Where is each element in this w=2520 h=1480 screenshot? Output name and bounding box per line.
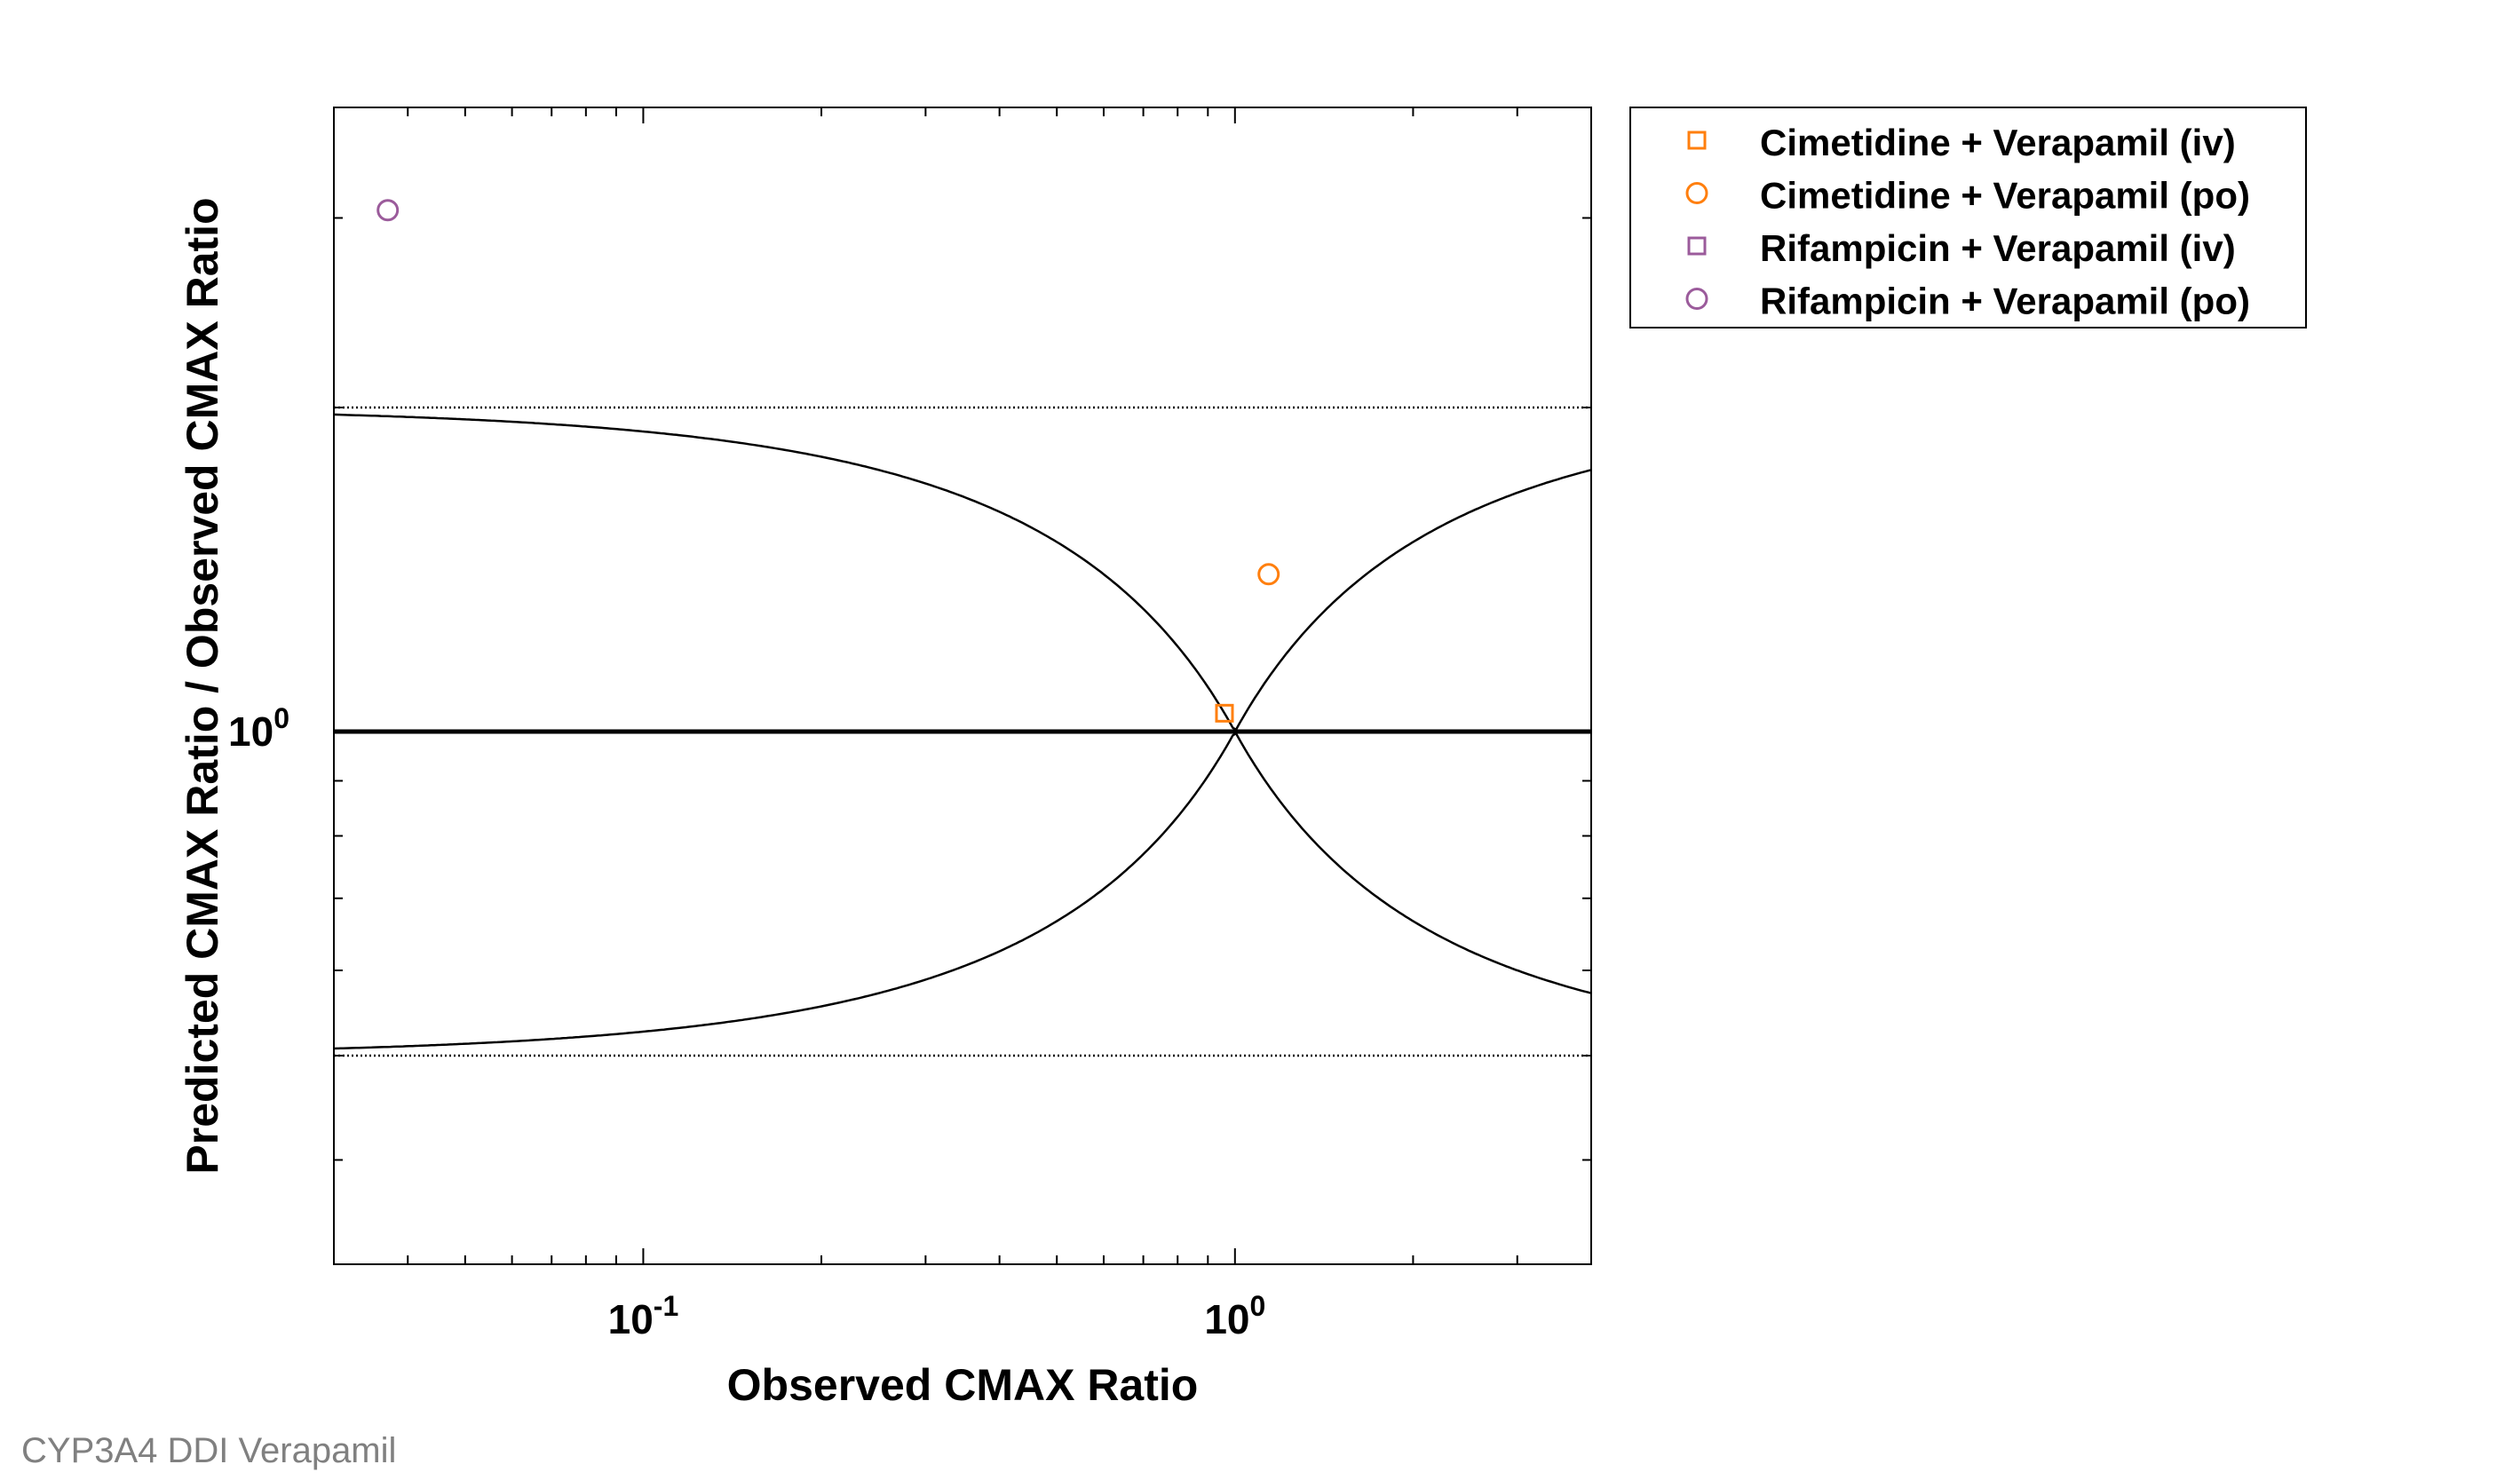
- figure-caption: CYP3A4 DDI Verapamil: [21, 1431, 397, 1470]
- data-point: [376, 199, 400, 222]
- legend-marker: [1685, 182, 1708, 204]
- legend-entry-label: Rifampicin + Verapamil (iv): [1760, 227, 2236, 269]
- plot-inner: [334, 406, 1591, 1057]
- x-axis-label: Observed CMAX Ratio: [727, 1360, 1199, 1410]
- legend-entry-label: Cimetidine + Verapamil (iv): [1760, 122, 2236, 163]
- legend-entry-label: Rifampicin + Verapamil (po): [1760, 281, 2250, 322]
- x-tick-label: 10-1: [608, 1290, 679, 1342]
- y-axis-label: Predicted CMAX Ratio / Observed CMAX Rat…: [178, 197, 227, 1174]
- lower-limit-curve: [334, 732, 1591, 1050]
- axes-box: [333, 107, 1592, 1265]
- data-point: [1257, 563, 1280, 586]
- legend-entry-label: Cimetidine + Verapamil (po): [1760, 175, 2250, 217]
- upper-limit-curve: [334, 413, 1591, 732]
- legend-marker: [1685, 288, 1708, 310]
- x-tick-label: 100: [1204, 1290, 1265, 1342]
- legend-box: [1629, 107, 2307, 328]
- plot-area: [334, 199, 1591, 1057]
- y-tick-label: 100: [228, 702, 289, 755]
- legend-marker: [1687, 131, 1707, 150]
- legend-marker: [1687, 236, 1707, 256]
- data-point: [1215, 703, 1234, 723]
- legend: Cimetidine + Verapamil (iv) Cimetidine + …: [1629, 107, 2307, 328]
